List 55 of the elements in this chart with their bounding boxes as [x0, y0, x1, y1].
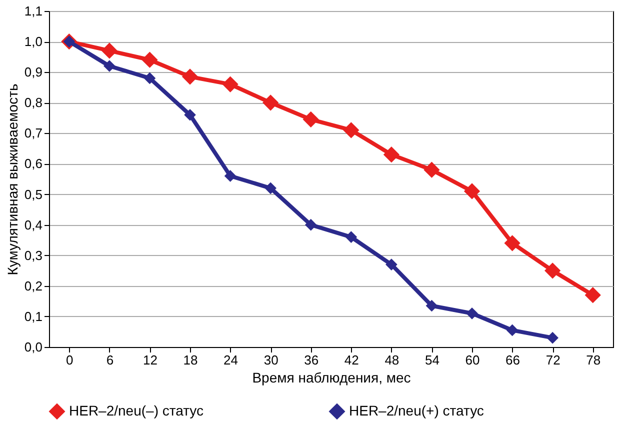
x-tick-label: 48 [384, 352, 400, 368]
point [504, 235, 520, 252]
y-tick-label: 1,0 [24, 34, 42, 50]
x-tick-label: 42 [344, 352, 359, 368]
x-tick-label: 54 [424, 352, 440, 368]
y-tick-label: 0,1 [24, 308, 42, 324]
point [142, 52, 158, 68]
y-tick-label: 0,9 [24, 64, 42, 80]
point [544, 262, 561, 279]
x-tick-label: 60 [465, 352, 480, 368]
point [426, 300, 438, 312]
x-tick-label: 78 [586, 352, 601, 368]
x-tick-label: 0 [66, 352, 74, 368]
point [264, 182, 276, 194]
point [262, 94, 279, 111]
point [184, 108, 196, 121]
point [104, 60, 116, 72]
point [584, 287, 601, 304]
y-tick-label: 0,5 [24, 186, 42, 202]
point [386, 258, 398, 270]
point [224, 170, 236, 182]
x-axis-title: Время наблюдения, мес [252, 370, 411, 386]
point [101, 42, 118, 59]
x-tick-label: 72 [546, 352, 560, 368]
y-tick-label: 0,8 [24, 95, 42, 110]
x-tick-label: 12 [142, 352, 158, 368]
legend-label: HER–2/neu(–) статус [69, 402, 204, 418]
point [304, 218, 317, 231]
y-axis-title: Кумулятивная выживаемость [4, 84, 20, 276]
y-tick-label: 0,7 [24, 126, 42, 141]
point [424, 162, 440, 178]
point [182, 68, 198, 85]
y-tick-label: 0,2 [24, 278, 42, 294]
y-tick-label: 0,6 [24, 156, 42, 172]
y-tick-label: 0,0 [24, 340, 42, 354]
x-tick-label: 30 [264, 352, 278, 368]
x-tick-label: 6 [106, 352, 114, 368]
x-tick-label: 18 [183, 352, 198, 368]
point [464, 183, 480, 200]
x-tick-label: 24 [224, 352, 238, 368]
point [466, 307, 478, 320]
x-tick-label: 66 [506, 352, 520, 368]
point [345, 231, 358, 243]
point [506, 324, 518, 336]
y-tick-label: 0,3 [24, 248, 42, 263]
x-tick-label: 36 [304, 352, 319, 368]
point [144, 72, 156, 84]
point [383, 146, 400, 163]
point [222, 76, 238, 92]
point [302, 111, 319, 128]
y-tick-label: 1,1 [24, 4, 42, 18]
point [546, 332, 558, 344]
y-tick-label: 0,4 [24, 217, 42, 232]
legend-label: HER–2/neu(+) статус [349, 402, 484, 418]
point [343, 122, 360, 138]
